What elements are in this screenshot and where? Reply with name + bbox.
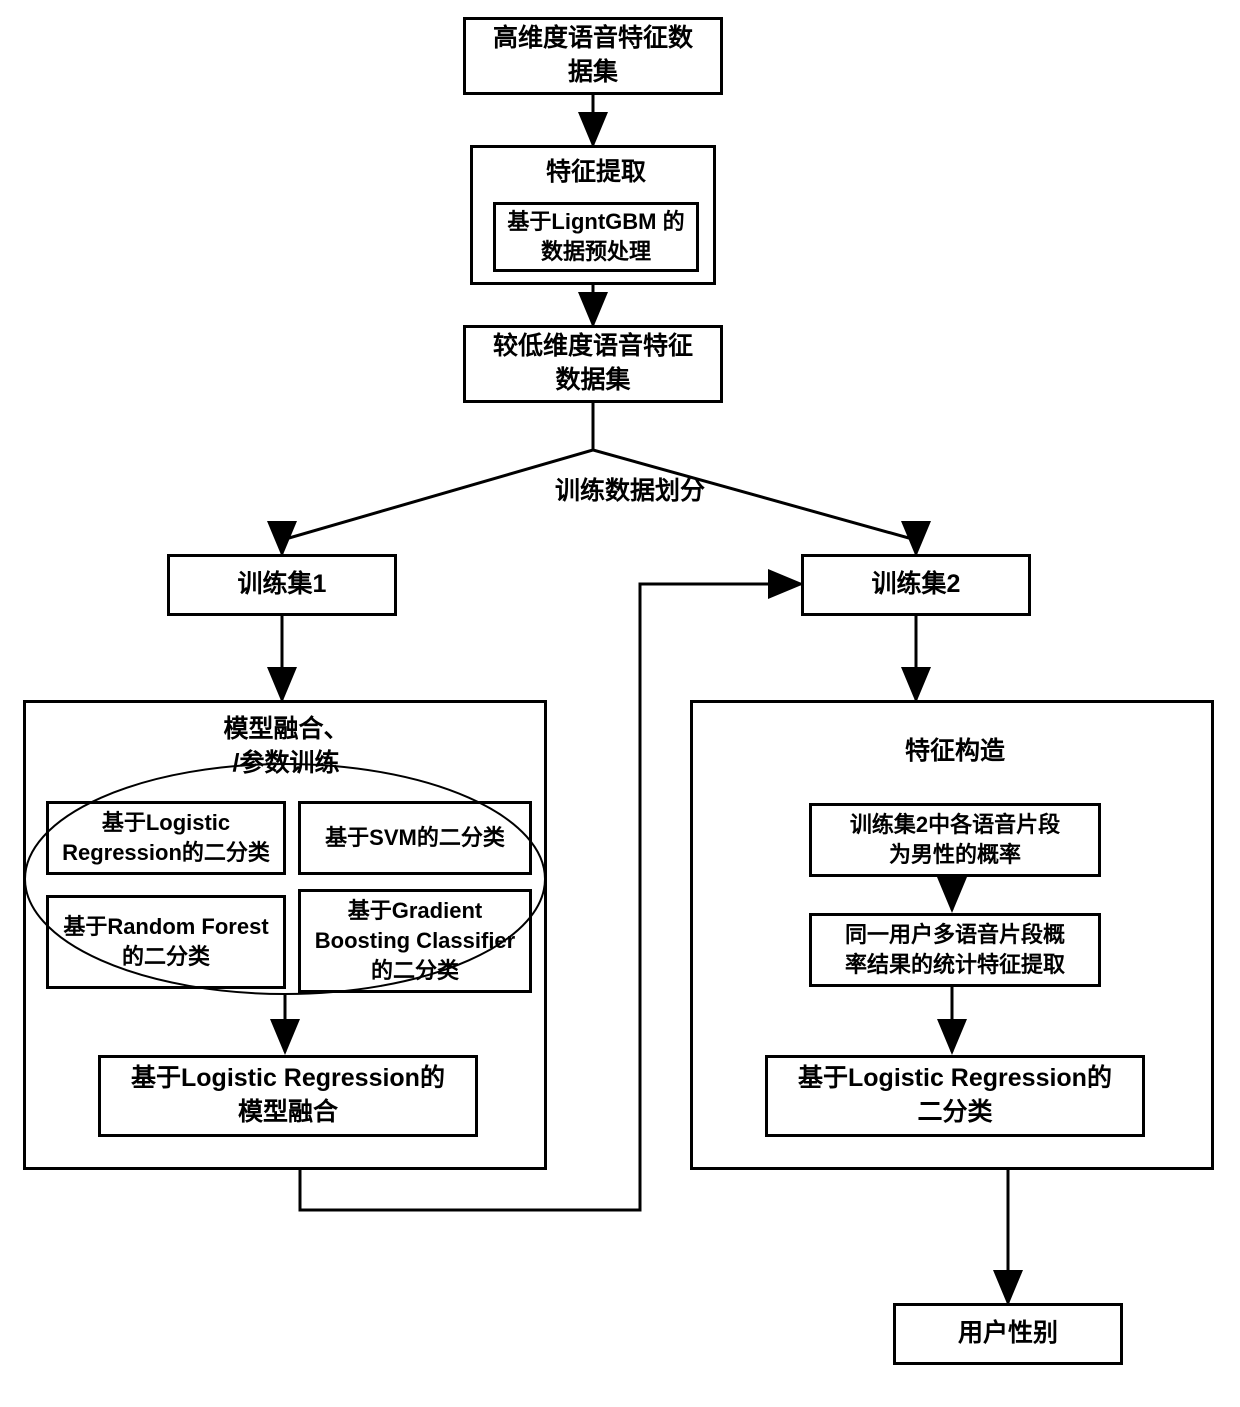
right-panel-title: 特征构造 xyxy=(693,735,1217,769)
node-train1: 训练集1 xyxy=(167,554,397,616)
container-feature-extraction: 特征提取 基于LigntGBM 的数据预处理 xyxy=(470,145,716,285)
node-lr-fusion: 基于Logistic Regression的模型融合 xyxy=(98,1055,478,1137)
node-stat: 同一用户多语音片段概率结果的统计特征提取 xyxy=(809,913,1101,987)
left-panel-title: 模型融合、/参数训练 xyxy=(176,713,396,781)
node-low-dim: 较低维度语音特征数据集 xyxy=(463,325,723,403)
container-right-panel: 特征构造 训练集2中各语音片段为男性的概率 同一用户多语音片段概率结果的统计特征… xyxy=(690,700,1214,1170)
node-prob: 训练集2中各语音片段为男性的概率 xyxy=(809,803,1101,877)
node-lr: 基于LogisticRegression的二分类 xyxy=(46,801,286,875)
feature-extraction-title: 特征提取 xyxy=(473,156,719,190)
node-output: 用户性别 xyxy=(893,1303,1123,1365)
node-input-text: 高维度语音特征数据集 xyxy=(493,22,693,90)
node-train2: 训练集2 xyxy=(801,554,1031,616)
node-rf: 基于Random Forest的二分类 xyxy=(46,895,286,989)
node-feature-extraction-inner: 基于LigntGBM 的数据预处理 xyxy=(493,202,699,272)
container-left-panel: 模型融合、/参数训练 基于LogisticRegression的二分类 基于SV… xyxy=(23,700,547,1170)
node-svm: 基于SVM的二分类 xyxy=(298,801,532,875)
node-gbc: 基于GradientBoosting Classifier的二分类 xyxy=(298,889,532,993)
node-lr-binary: 基于Logistic Regression的二分类 xyxy=(765,1055,1145,1137)
split-label: 训练数据划分 xyxy=(530,475,730,509)
node-input: 高维度语音特征数据集 xyxy=(463,17,723,95)
